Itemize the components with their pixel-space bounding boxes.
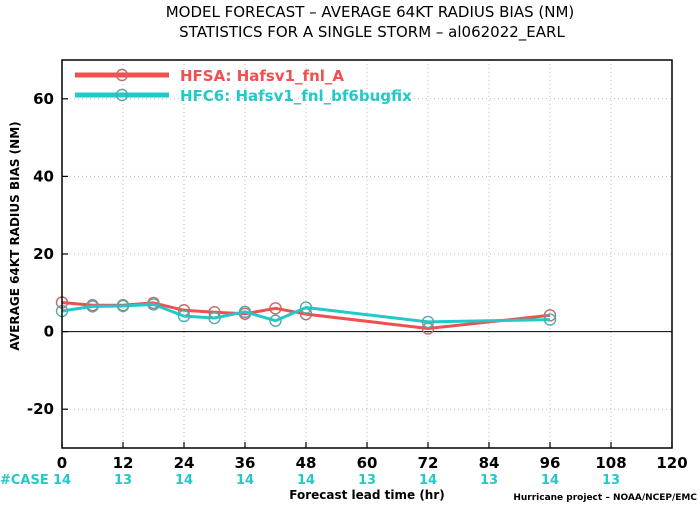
series-2-point-outline — [178, 310, 190, 322]
series-2-point-outline — [117, 300, 129, 312]
legend-marker-outline-2 — [116, 89, 128, 101]
chart-title: MODEL FORECAST – AVERAGE 64KT RADIUS BIA… — [166, 3, 575, 21]
case-count: 14 — [541, 473, 559, 488]
x-tick-label: 96 — [540, 454, 561, 472]
x-axis-label: Forecast lead time (hr) — [289, 488, 445, 502]
case-count: 14 — [53, 473, 71, 488]
x-tick-label: 36 — [235, 454, 256, 472]
case-count: 14 — [236, 473, 254, 488]
case-count: 13 — [480, 473, 498, 488]
series-2-point-outline — [239, 306, 251, 318]
legend: HFSA: Hafsv1_fnl_A HFC6: Hafsv1_fnl_bf6bu… — [75, 67, 412, 105]
chart-subtitle: STATISTICS FOR A SINGLE STORM – al062022… — [179, 23, 565, 42]
y-tick-label: 40 — [33, 167, 54, 185]
series-2-point-outline — [544, 313, 556, 326]
legend-marker-outline-1 — [116, 69, 128, 81]
case-count: 14 — [297, 473, 315, 488]
series-2-point-outline — [86, 300, 99, 313]
series-2-point-outline — [422, 316, 434, 328]
series-2-point-outline — [147, 298, 160, 311]
case-counts: #CASE 14 13 14 14 14 13 14 13 14 13 — [0, 473, 620, 488]
x-tick-label: 120 — [656, 454, 687, 472]
case-count: 14 — [175, 473, 193, 488]
series-2-point-outline — [208, 312, 221, 324]
y-axis-label: AVERAGE 64KT RADIUS BIAS (NM) — [8, 121, 22, 350]
x-tick-label: 48 — [296, 454, 317, 472]
x-tick-label: 72 — [418, 454, 439, 472]
y-tick-label: -20 — [27, 400, 54, 418]
series-1-point-outline — [269, 302, 282, 315]
x-tick-label: 84 — [479, 454, 500, 472]
credit-text: Hurricane project – NOAA/NCEP/EMC — [513, 493, 697, 503]
series-2-point-outline — [300, 301, 312, 314]
legend-label-1: HFSA: Hafsv1_fnl_A — [180, 67, 344, 85]
y-tick-label: 0 — [44, 323, 54, 341]
series-line-2 — [61, 302, 551, 324]
series-2-point-outline — [269, 314, 282, 327]
case-count: 13 — [358, 473, 376, 488]
axes-group: 0 12 24 36 48 60 72 84 96 108 120 -20 0 20 40 60 — [27, 59, 688, 472]
case-count: 14 — [419, 473, 437, 488]
grid — [62, 60, 672, 448]
y-tick-label: 20 — [33, 245, 54, 263]
x-tick-label: 12 — [113, 454, 134, 472]
case-count: 13 — [602, 473, 620, 488]
y-tick-label: 60 — [33, 90, 54, 108]
x-tick-label: 60 — [357, 454, 378, 472]
x-tick-label: 24 — [174, 454, 195, 472]
x-tick-label: 108 — [595, 454, 626, 472]
case-label: #CASE — [0, 473, 49, 488]
case-count: 13 — [114, 473, 132, 488]
legend-label-2: HFC6: Hafsv1_fnl_bf6bugfix — [180, 87, 412, 105]
x-tick-label: 0 — [57, 454, 67, 472]
